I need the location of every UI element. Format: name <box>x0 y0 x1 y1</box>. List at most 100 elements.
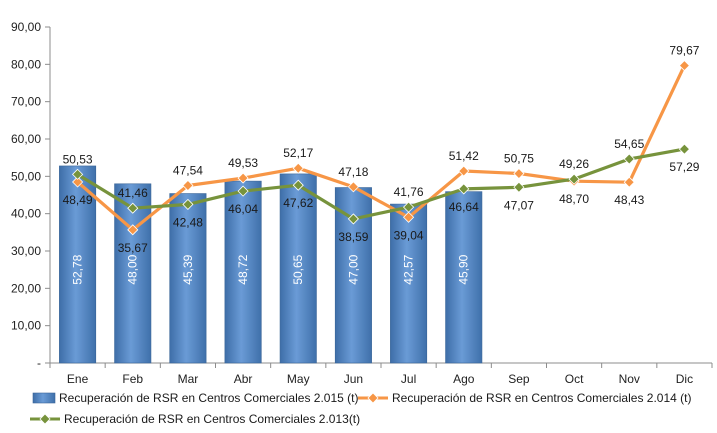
line-value-label-2013: 42,48 <box>173 215 203 229</box>
bar <box>279 173 317 364</box>
diamond-marker-2014 <box>513 167 525 180</box>
line-value-label-2013: 41,76 <box>394 185 424 199</box>
bar <box>445 191 483 364</box>
line-value-label-2014: 47,54 <box>173 164 203 178</box>
series-line <box>76 64 686 232</box>
legend-item-2013: Recuperación de RSR en Centros Comercial… <box>30 412 360 426</box>
line-value-label-2014: 52,17 <box>283 146 313 160</box>
line-value-label-2013: 47,07 <box>504 198 534 212</box>
line-value-label-2014: 35,67 <box>118 241 148 255</box>
diamond-marker-2013 <box>237 185 249 197</box>
diamond-marker-2014 <box>623 176 635 188</box>
x-tick-label: Jul <box>401 372 416 386</box>
line-value-label-2014: 79,67 <box>669 44 699 58</box>
x-tick-label: Mar <box>178 372 199 386</box>
y-tick-label: 80,00 <box>11 57 41 71</box>
x-tick-label: Jun <box>344 372 363 386</box>
diamond-marker-2013 <box>292 179 304 191</box>
diamond-marker-2013 <box>678 143 690 155</box>
y-tick-label: 10,00 <box>11 319 41 333</box>
x-tick-label: Sep <box>508 372 530 386</box>
line-value-label-2014: 48,49 <box>63 193 93 207</box>
y-tick-label: 30,00 <box>11 244 41 258</box>
line-value-label-2014: 49,53 <box>228 156 258 170</box>
line-value-label-2013: 38,59 <box>338 230 368 244</box>
legend-item-2015: Recuperación de RSR en Centros Comercial… <box>32 391 358 405</box>
diamond-marker-2014 <box>127 224 139 236</box>
line-value-label-2014: 48,43 <box>614 193 644 207</box>
diamond-marker-2014 <box>72 176 84 188</box>
bar <box>169 193 207 364</box>
x-tick-label: Ene <box>67 372 89 386</box>
line-series <box>72 59 690 236</box>
line-value-label-2014: 39,04 <box>394 228 424 242</box>
diamond-marker-2013 <box>513 181 525 193</box>
bar <box>390 203 428 364</box>
diamond-marker-2013 <box>403 201 415 213</box>
line-value-label-2013: 49,26 <box>559 157 589 171</box>
data-labels: 52,78 48,00 45,39 48,72 50,65 47,00 42,57 45,90… <box>63 44 700 285</box>
line-value-label-2014: 51,42 <box>449 149 479 163</box>
bar-value-label: 52,78 <box>71 254 85 284</box>
diamond-marker-2013 <box>72 168 84 180</box>
legend-swatch-bar <box>32 392 56 404</box>
bar-value-label: 42,57 <box>402 254 416 284</box>
x-tick-label: Abr <box>234 372 253 386</box>
line-value-label-2013: 57,29 <box>669 160 699 174</box>
axes: - 10,00 20,00 30,00 40,00 50,00 60,00 70,00 80,0… <box>11 20 713 386</box>
bar-value-label: 45,39 <box>181 254 195 284</box>
diamond-marker-2014 <box>182 179 194 192</box>
legend-label-2014: Recuperación de RSR en Centros Comercial… <box>392 391 691 405</box>
bar-value-label: 50,65 <box>291 254 305 284</box>
y-tick-label: 70,00 <box>11 95 41 109</box>
bar-value-label: 45,90 <box>457 254 471 284</box>
bar <box>224 180 262 364</box>
bar <box>59 165 97 364</box>
diamond-marker-2014 <box>678 59 690 72</box>
y-tick-label: 50,00 <box>11 169 41 183</box>
legend-marker-2013 <box>39 413 51 425</box>
legend-label-2013: Recuperación de RSR en Centros Comercial… <box>64 412 360 426</box>
diamond-marker-2013 <box>182 198 194 210</box>
x-tick-label: Ago <box>453 372 475 386</box>
y-tick-label: 60,00 <box>11 132 41 146</box>
line-value-label-2013: 46,04 <box>228 202 258 216</box>
diamond-marker-2014 <box>347 181 359 193</box>
diamond-marker-2013 <box>458 183 470 195</box>
line-value-label-2013: 46,64 <box>449 200 479 214</box>
bar-value-label: 47,00 <box>346 254 360 284</box>
line-value-label-2013: 47,62 <box>283 196 313 210</box>
line-value-label-2014: 50,75 <box>504 152 534 166</box>
series-line <box>76 147 685 221</box>
y-tick-label: - <box>37 356 41 370</box>
x-tick-label: Nov <box>619 372 640 386</box>
y-tick-label: 20,00 <box>11 281 41 295</box>
x-tick-label: May <box>287 372 310 386</box>
line-value-label-2013: 54,65 <box>614 137 644 151</box>
diamond-marker-2014 <box>292 162 304 174</box>
legend-label-2015: Recuperación de RSR en Centros Comercial… <box>59 391 358 405</box>
x-tick-label: Oct <box>565 372 584 386</box>
diamond-marker-2014 <box>403 211 415 223</box>
y-tick-label: 40,00 <box>11 207 41 221</box>
diamond-marker-2013 <box>623 153 635 165</box>
legend: Recuperación de RSR en Centros Comercial… <box>30 391 691 426</box>
x-tick-label: Dic <box>676 372 693 386</box>
bar-value-label: 48,72 <box>236 254 250 284</box>
line-value-label-2013: 41,46 <box>118 186 148 200</box>
bar-value-label: 48,00 <box>126 254 140 284</box>
diamond-marker-2014 <box>237 172 249 184</box>
legend-marker-2014 <box>367 392 379 404</box>
line-value-label-2013: 50,53 <box>63 152 93 166</box>
diamond-marker-2014 <box>458 165 470 177</box>
line-value-label-2014: 47,18 <box>338 165 368 179</box>
diamond-marker-2013 <box>127 202 139 214</box>
diamond-marker-2013 <box>568 173 580 185</box>
legend-item-2014: Recuperación de RSR en Centros Comercial… <box>358 391 691 405</box>
y-tick-label: 90,00 <box>11 20 41 34</box>
x-tick-label: Feb <box>122 372 143 386</box>
line-value-label-2014: 48,70 <box>559 192 589 206</box>
diamond-marker-2013 <box>347 213 359 225</box>
